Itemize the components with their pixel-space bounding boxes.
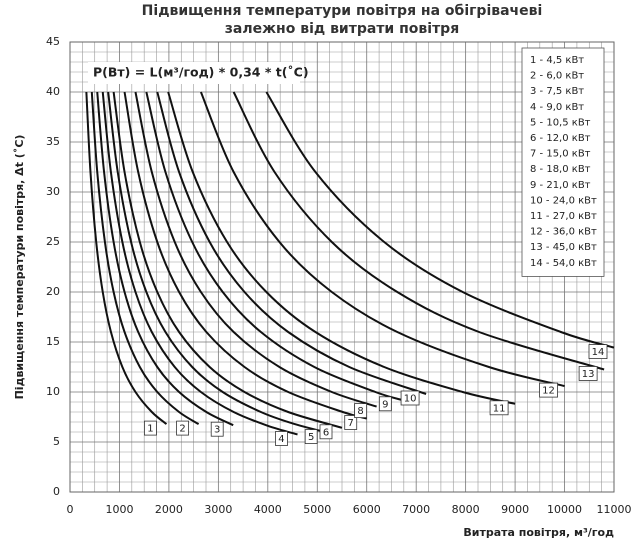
curve-tag-box — [344, 415, 358, 430]
curve-tag: 13 — [582, 369, 595, 380]
x-tick-label: 2000 — [155, 503, 183, 516]
curve — [134, 91, 377, 408]
x-tick-label: 6000 — [353, 503, 381, 516]
legend-entry: 7 - 15,0 кВт — [530, 149, 591, 160]
curve-tag: 3 — [214, 425, 220, 436]
legend-entry: 4 - 9,0 кВт — [530, 102, 584, 113]
curve-tag: 14 — [592, 347, 605, 358]
curve — [123, 91, 367, 420]
x-tick-label: 4000 — [254, 503, 282, 516]
y-tick-label: 45 — [46, 35, 60, 48]
curve-tag: 8 — [357, 406, 363, 417]
curve — [156, 91, 427, 395]
curve — [85, 91, 168, 425]
curve-tag-box — [304, 429, 318, 445]
annotation: P(Вт) = L(м³/год) * 0,34 * t(˚C) — [93, 65, 309, 80]
x-tick-label: 5000 — [303, 503, 331, 516]
legend-entry: 3 - 7,5 кВт — [530, 86, 584, 97]
x-tick-label: 11000 — [597, 503, 632, 516]
curve-tag: 7 — [348, 418, 354, 429]
y-tick-label: 10 — [46, 385, 60, 398]
y-tick-label: 0 — [53, 485, 60, 498]
y-tick-label: 35 — [46, 135, 60, 148]
curve-tag-box — [176, 420, 189, 436]
y-tick-label: 40 — [46, 85, 60, 98]
y-tick-label: 5 — [53, 435, 60, 448]
curve-tag: 6 — [323, 427, 329, 438]
curve-tag: 9 — [382, 399, 388, 410]
curve-tag: 10 — [404, 394, 417, 405]
curve-tag-box — [210, 421, 224, 437]
legend-box — [521, 47, 605, 277]
chart-title: Підвищення температури повітря на обігрі… — [142, 3, 543, 19]
legend-entry: 1 - 4,5 кВт — [530, 55, 584, 66]
chart-title: залежно від витрати повітря — [225, 21, 459, 37]
curve — [265, 91, 615, 349]
curve-tag-box — [578, 366, 598, 381]
curve — [199, 91, 565, 388]
curve-tag-box — [144, 420, 157, 436]
legend-entry: 12 - 36,0 кВт — [530, 227, 597, 238]
curve-tag-box — [489, 400, 509, 416]
y-tick-label: 15 — [46, 335, 60, 348]
curve-tag: 5 — [308, 432, 314, 443]
x-tick-label: 3000 — [204, 503, 232, 516]
legend-entry: 6 - 12,0 кВт — [530, 133, 591, 144]
legend-entry: 5 - 10,5 кВт — [530, 117, 591, 128]
curve-tag: 12 — [542, 386, 555, 397]
annotation-box — [88, 62, 300, 84]
y-tick-label: 20 — [46, 285, 60, 298]
legend-entry: 11 - 27,0 кВт — [530, 211, 597, 222]
curve-tag: 4 — [278, 434, 284, 445]
curve-tag: 1 — [147, 424, 153, 435]
legend-entry: 10 - 24,0 кВт — [530, 195, 597, 206]
x-tick-label: 1000 — [105, 503, 133, 516]
curve — [145, 91, 402, 401]
curve — [167, 91, 516, 405]
x-tick-label: 7000 — [402, 503, 430, 516]
x-tick-label: 0 — [67, 503, 74, 516]
legend-entry: 9 - 21,0 кВт — [530, 180, 591, 191]
curve-tag: 2 — [179, 424, 185, 435]
curve-tag-box — [354, 403, 368, 419]
y-tick-label: 30 — [46, 185, 60, 198]
y-axis-label: Підвищення температури повітря, Δt (˚C) — [13, 135, 26, 400]
curve-tag-box — [539, 382, 558, 398]
curve-tag-box — [400, 390, 420, 406]
legend-entry: 8 - 18,0 кВт — [530, 164, 591, 175]
x-tick-label: 8000 — [452, 503, 480, 516]
y-tick-label: 25 — [46, 235, 60, 248]
plot-frame — [69, 41, 615, 493]
legend-entry: 14 - 54,0 кВт — [530, 258, 597, 269]
curve-tag-box — [588, 344, 608, 360]
curve-tag-box — [275, 431, 288, 446]
x-tick-label: 9000 — [501, 503, 529, 516]
curve-tag: 11 — [493, 403, 506, 414]
curve — [101, 91, 298, 436]
curve — [112, 91, 343, 429]
curve-tag-box — [319, 424, 333, 440]
curve — [96, 91, 234, 427]
x-axis-label: Витрата повітря, м³/год — [463, 526, 614, 539]
legend-entry: 13 - 45,0 кВт — [530, 242, 597, 253]
curve — [107, 91, 328, 434]
legend-entry: 2 - 6,0 кВт — [530, 71, 584, 82]
curve — [90, 91, 200, 425]
x-tick-label: 10000 — [547, 503, 582, 516]
curve — [232, 91, 605, 371]
curve-tag-box — [378, 396, 392, 412]
